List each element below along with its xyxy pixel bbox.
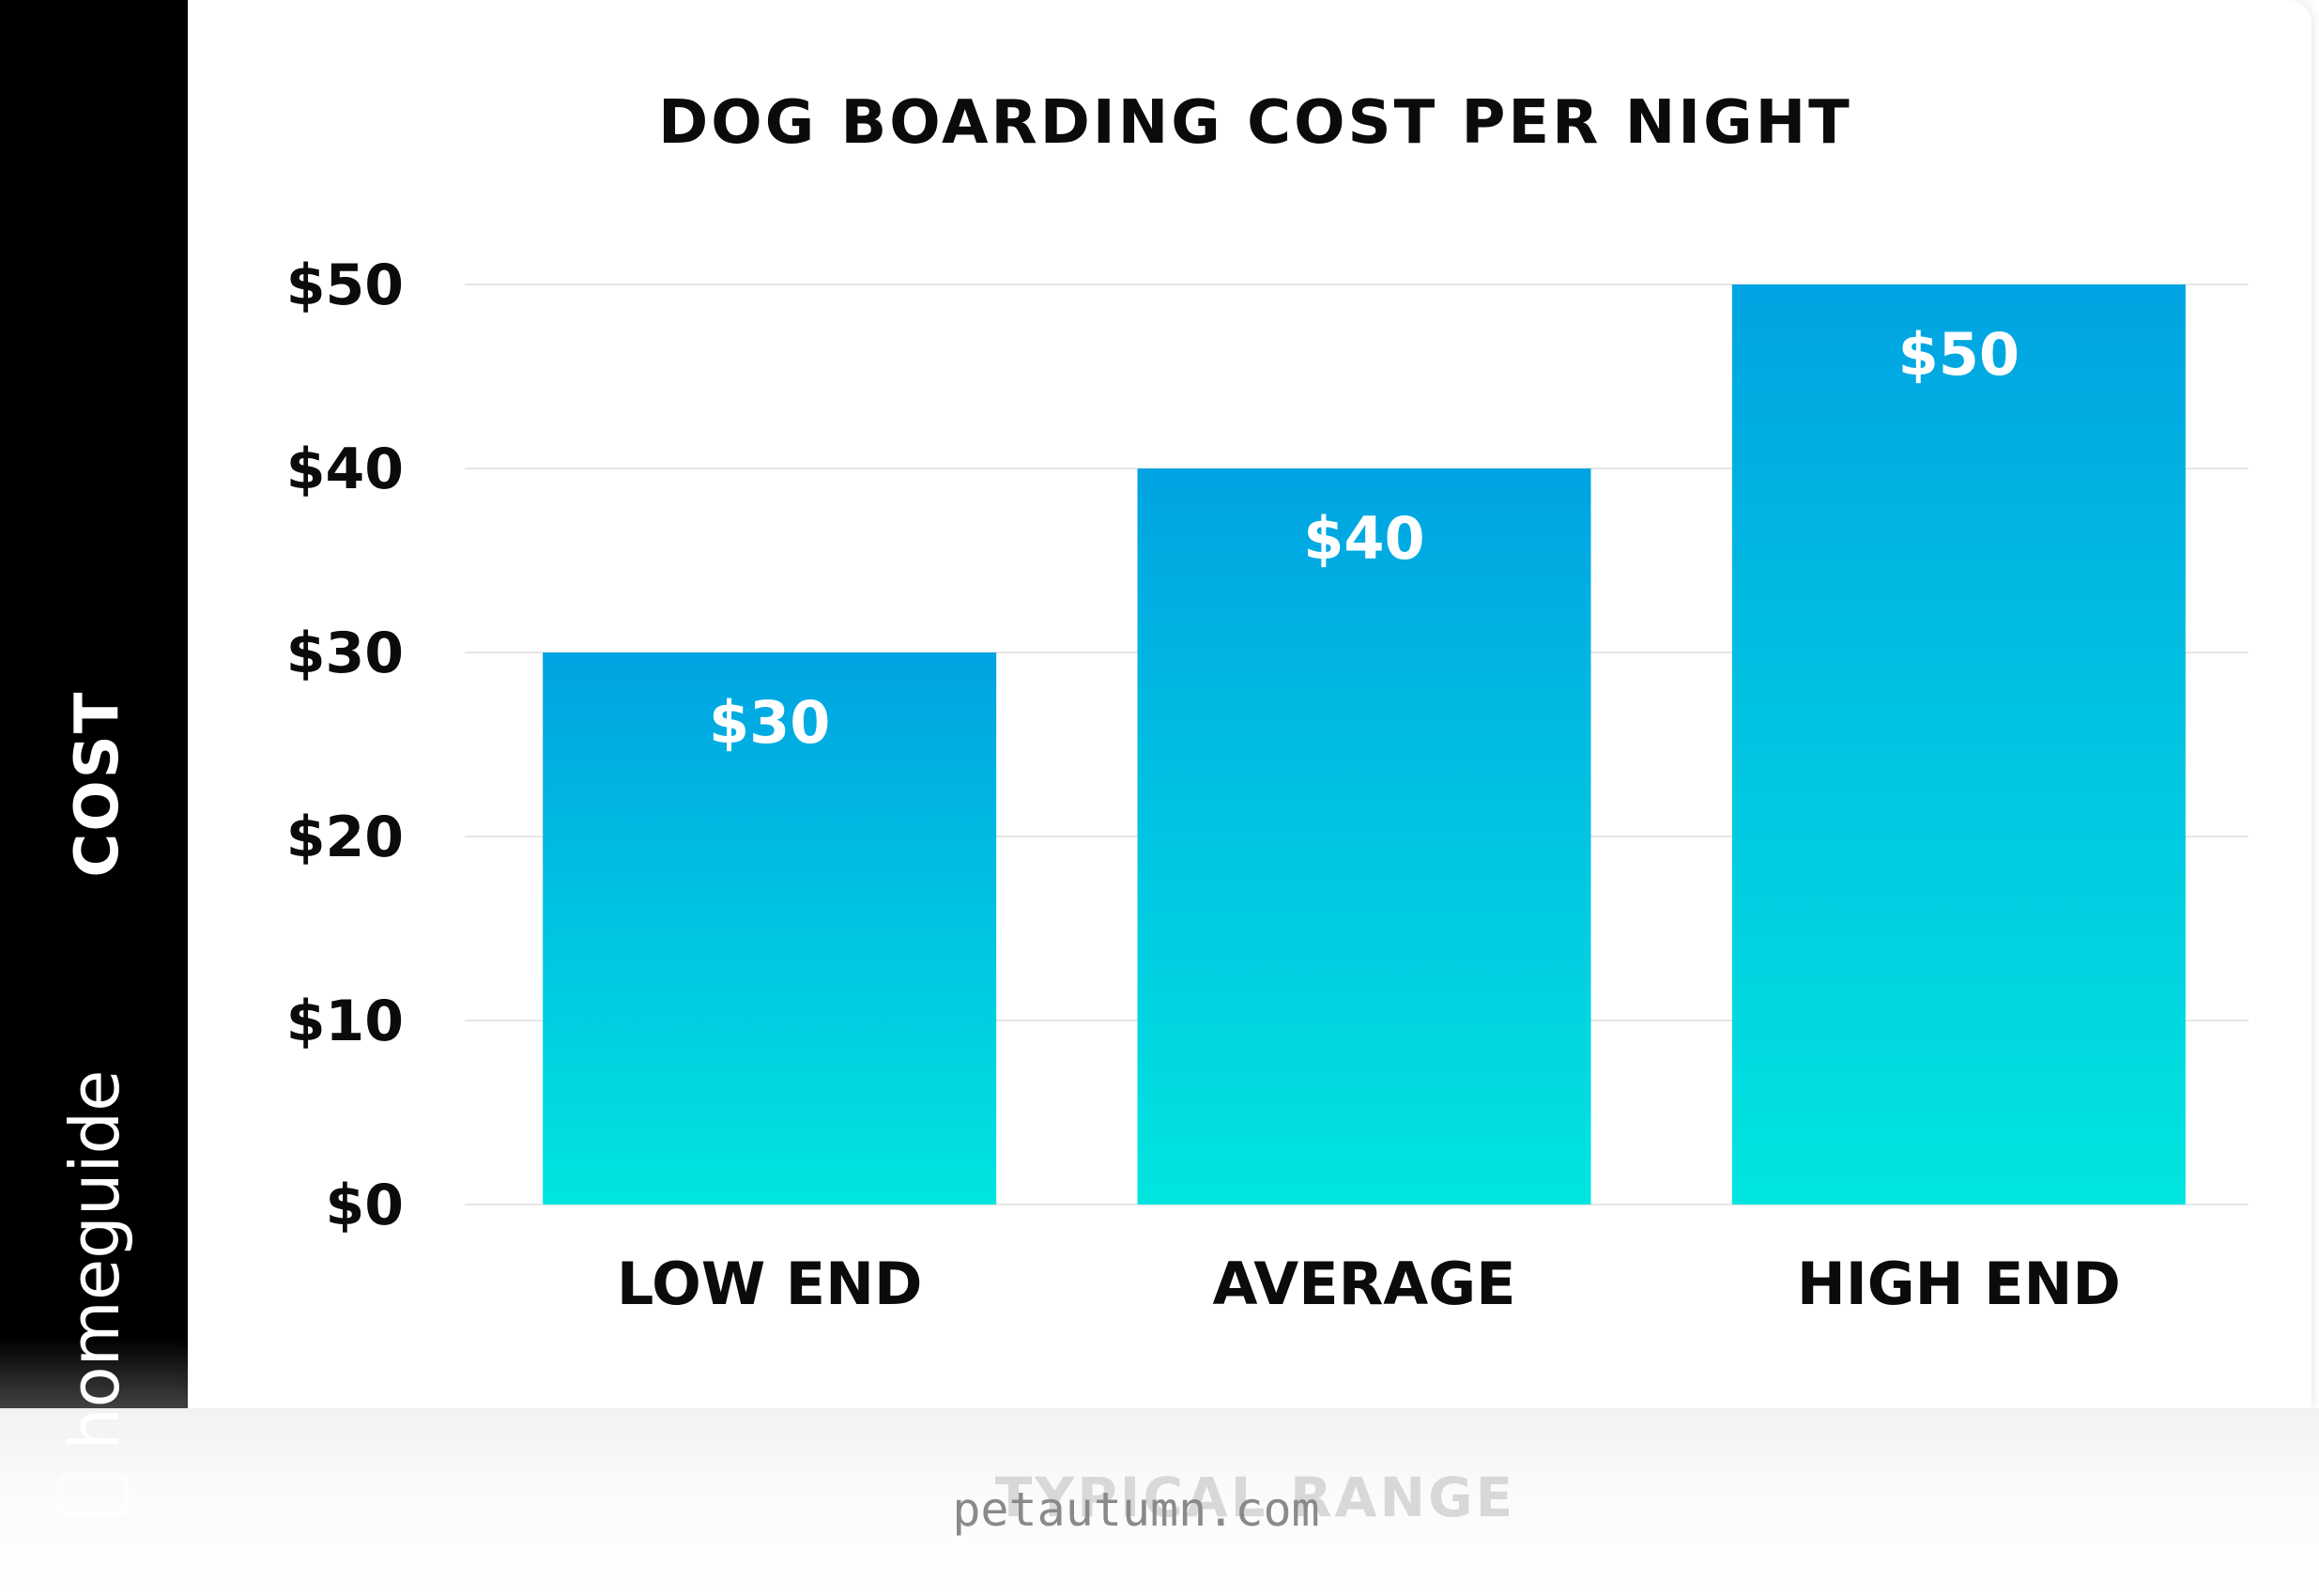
- bottom-fade: [0, 1408, 2319, 1596]
- category-label: AVERAGE: [1212, 1250, 1515, 1318]
- bar-value-label: $30: [709, 688, 830, 757]
- brand-wordmark: homeguide: [55, 1070, 134, 1450]
- bar: [1137, 468, 1591, 1205]
- y-tick-label: $0: [326, 1173, 405, 1238]
- y-axis-label: COST: [63, 690, 132, 877]
- bar: [1731, 284, 2186, 1205]
- house-icon: [56, 1472, 130, 1517]
- y-tick-label: $20: [286, 805, 404, 870]
- sidebar-panel: [0, 0, 188, 1521]
- chart-title: DOG BOARDING COST PER NIGHT: [658, 88, 1852, 158]
- category-labels: LOW END AVERAGE HIGH END: [617, 1250, 2121, 1318]
- bar-value-label: $50: [1898, 320, 2020, 389]
- bar: [543, 652, 997, 1205]
- y-axis-ticks: $0 $10 $20 $30 $40 $50: [286, 253, 404, 1238]
- homeguide-logo: homeguide: [55, 1070, 134, 1517]
- data-labels: $30 $40 $50: [709, 320, 2020, 757]
- y-tick-label: $40: [286, 437, 404, 502]
- y-tick-label: $10: [286, 989, 404, 1054]
- bar-value-label: $40: [1303, 504, 1424, 573]
- y-tick-label: $50: [286, 253, 404, 318]
- category-label: HIGH END: [1797, 1250, 2121, 1318]
- watermark-text: petautumn.com: [952, 1482, 1319, 1537]
- x-axis-label: TYPICAL RANGE: [995, 1466, 1516, 1529]
- y-tick-label: $30: [286, 621, 404, 686]
- bars: [543, 284, 2186, 1205]
- category-label: LOW END: [617, 1250, 923, 1318]
